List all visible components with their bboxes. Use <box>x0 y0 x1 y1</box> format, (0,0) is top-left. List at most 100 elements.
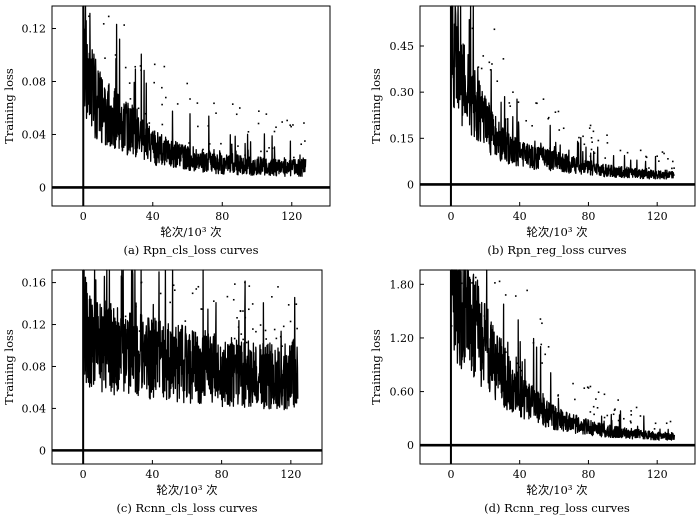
panel-d-ytick-label: 1.80 <box>390 278 415 291</box>
panel-b-outlier-point <box>531 124 533 127</box>
panel-a-outlier-point <box>286 119 288 122</box>
panel-a-outlier-point <box>258 110 260 112</box>
panel-b-outlier-point <box>626 151 629 154</box>
panel-c-xtick-label: 40 <box>145 468 159 481</box>
panel-c-outlier-point <box>252 328 254 330</box>
panel-b-outlier-point <box>508 102 511 104</box>
panel-a-outlier-point <box>128 82 131 84</box>
panel-a-outlier-point <box>220 142 222 145</box>
panel-b-outlier-point <box>493 28 496 31</box>
panel-a-outlier-point <box>207 125 210 127</box>
panel-b-outlier-point <box>648 167 650 169</box>
panel-c-outlier-point <box>233 337 236 340</box>
panel-b-xtick-label: 120 <box>647 210 668 223</box>
panel-b-ytick-label: 0.30 <box>390 86 415 99</box>
panel-d-outlier-point <box>520 369 522 372</box>
panel-b-outlier-point <box>671 167 673 170</box>
panel-d-outlier-point <box>532 342 535 344</box>
panel-b-outlier-point <box>590 137 593 139</box>
panel-c-outlier-point <box>237 326 240 328</box>
panel-d-frame <box>419 269 696 465</box>
panel-c-ytick-label: 0.16 <box>22 277 47 290</box>
panel-d-outlier-point <box>463 302 465 304</box>
panel-d-xtick-label: 80 <box>581 468 595 481</box>
panel-c-xtick-label: 0 <box>80 468 87 481</box>
panel-a-outlier-point <box>163 65 166 68</box>
panel-c-outlier-point <box>245 341 248 344</box>
panel-d-outlier-point <box>623 417 625 420</box>
panel-b-frame <box>419 5 696 207</box>
panel-d-outlier-point <box>574 398 576 401</box>
panel-b-outlier-point <box>549 147 551 150</box>
panel-a-ytick-label: 0.08 <box>22 75 47 88</box>
panel-b-outlier-point <box>589 155 592 158</box>
panel-d-ytick-label: 0 <box>407 439 414 452</box>
panel-c-outlier-point <box>169 301 171 304</box>
panel-a-outlier-point <box>137 107 140 110</box>
panel-c-xlabel: 轮次/10³ 次 <box>156 483 218 497</box>
panel-b-outlier-point <box>489 69 492 71</box>
panel-b-outlier-point <box>536 102 538 105</box>
panel-a-outlier-point <box>107 15 110 18</box>
panel-d-outlier-point <box>539 318 542 320</box>
panel-c-outlier-point <box>87 337 89 340</box>
panel-c-outlier-point <box>281 345 283 347</box>
panel-a-outlier-point <box>293 156 295 159</box>
panel-c-outlier-point <box>184 320 187 322</box>
panel-a-outlier-point <box>237 145 239 147</box>
panel-d-caption: (d) Rcnn_reg_loss curves <box>484 501 630 515</box>
panel-a-outlier-point <box>102 23 105 25</box>
panel-c-outlier-point <box>264 329 267 332</box>
panel-d-outlier-point <box>592 405 595 408</box>
panel-b-outlier-point <box>554 111 557 113</box>
panel-a-outlier-point <box>186 82 189 85</box>
panel-c-outlier-point <box>236 316 238 319</box>
panel-d-outlier-point <box>639 415 642 417</box>
panel-d-outlier-point <box>518 366 521 369</box>
panel-a-outlier-point <box>247 130 250 133</box>
panel-b-outlier-point <box>491 63 493 65</box>
panel-d-outlier-point <box>466 321 469 324</box>
panel-d-outlier-point <box>471 282 473 284</box>
panel-c-outlier-point <box>289 320 292 323</box>
panel-a-outlier-point <box>265 113 268 115</box>
panel-d-outlier-point <box>603 393 606 396</box>
panel-a-outlier-point <box>140 69 142 72</box>
panel-d-outlier-point <box>540 343 543 346</box>
panel-d-outlier-point <box>541 362 543 364</box>
panel-b-outlier-point <box>480 67 483 70</box>
panel-d-outlier-point <box>593 413 595 416</box>
panel-a-outlier-point <box>104 57 106 59</box>
panel-c-outlier-point <box>251 303 254 305</box>
panel-a-outlier-point <box>188 142 190 144</box>
panel-a-outlier-point <box>91 60 94 62</box>
panel-a-outlier-point <box>268 147 270 149</box>
panel-b-outlier-point <box>639 149 642 152</box>
panel-b-outlier-point <box>658 160 660 162</box>
panel-d-outlier-point <box>617 419 620 422</box>
panel-b-outlier-point <box>488 61 491 64</box>
panel-b-outlier-point <box>496 80 499 82</box>
panel-d-outlier-point <box>583 387 586 389</box>
panel-b-outlier-point <box>542 98 545 100</box>
panel-a-outlier-point <box>275 126 277 129</box>
panel-b-outlier-point <box>661 151 664 153</box>
panel-d-outlier-point <box>589 385 592 388</box>
panel-d-outlier-point <box>494 282 496 284</box>
panel-a-outlier-point <box>139 65 142 67</box>
panel-c-loss-curve <box>82 269 299 411</box>
panel-d-outlier-point <box>635 406 638 409</box>
panel-d-outlier-point <box>541 322 543 325</box>
panel-c-outlier-point <box>244 281 246 284</box>
panel-c-outlier-point <box>84 304 87 307</box>
panel-d-outlier-point <box>547 346 550 348</box>
panel-d-outlier-point <box>589 411 592 413</box>
panel-d-outlier-point <box>597 391 600 394</box>
panel-b-xtick-label: 0 <box>447 210 454 223</box>
panel-d-plot-area <box>420 269 695 464</box>
panel-a-outlier-point <box>266 150 268 153</box>
panel-d-outlier-point <box>516 362 518 365</box>
panel-a-ticks: 0 40 80 120 0 0.04 0.08 0.12 <box>22 23 303 223</box>
panel-a-xlabel: 轮次/10³ 次 <box>160 225 222 239</box>
